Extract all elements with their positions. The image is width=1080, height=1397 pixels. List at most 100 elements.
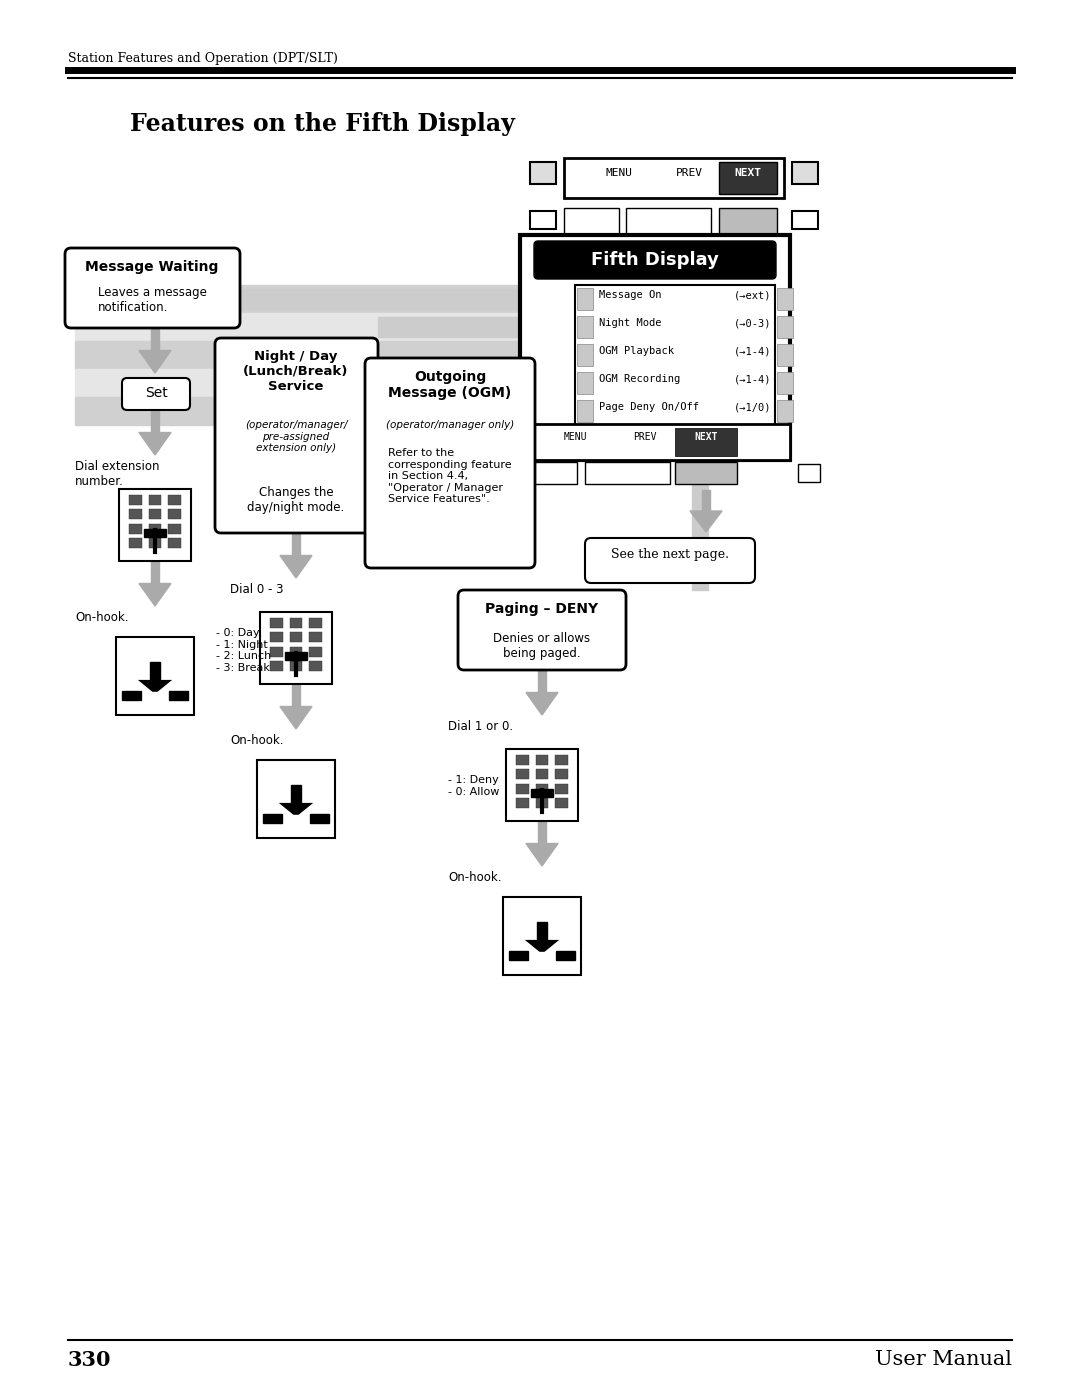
Bar: [149, 524, 162, 534]
Bar: [516, 770, 529, 780]
Bar: [149, 495, 162, 504]
FancyBboxPatch shape: [534, 242, 777, 279]
Bar: [130, 509, 143, 520]
Bar: [555, 798, 568, 807]
Bar: [792, 162, 818, 184]
Bar: [798, 464, 820, 482]
Polygon shape: [525, 940, 559, 954]
Polygon shape: [538, 922, 546, 940]
Polygon shape: [310, 814, 328, 823]
Bar: [289, 617, 302, 627]
Bar: [719, 162, 777, 194]
Text: (→1-4): (→1-4): [733, 346, 771, 356]
Polygon shape: [284, 814, 308, 823]
Text: (→0-3): (→0-3): [733, 319, 771, 328]
Text: Night / Day
(Lunch/Break)
Service: Night / Day (Lunch/Break) Service: [243, 351, 349, 393]
Text: (operator/manager only): (operator/manager only): [386, 420, 514, 430]
Polygon shape: [139, 584, 171, 606]
Bar: [168, 524, 181, 534]
Bar: [270, 647, 283, 657]
Bar: [777, 288, 793, 310]
Bar: [309, 661, 322, 671]
Bar: [507, 749, 578, 821]
Text: (operator/manager/
pre-assigned
extension only): (operator/manager/ pre-assigned extensio…: [245, 420, 348, 453]
Polygon shape: [150, 662, 160, 680]
Bar: [168, 509, 181, 520]
Bar: [577, 316, 593, 338]
Polygon shape: [279, 803, 313, 817]
Polygon shape: [139, 433, 171, 455]
Polygon shape: [139, 351, 171, 373]
FancyBboxPatch shape: [122, 379, 190, 409]
Bar: [516, 754, 529, 764]
Bar: [536, 754, 549, 764]
Polygon shape: [138, 680, 172, 694]
Bar: [519, 235, 789, 460]
Bar: [564, 208, 619, 235]
Text: See the next page.: See the next page.: [611, 548, 729, 562]
Polygon shape: [280, 556, 312, 578]
Bar: [168, 538, 181, 548]
Bar: [536, 798, 549, 807]
Text: 330: 330: [68, 1350, 111, 1370]
Bar: [130, 524, 143, 534]
Text: PREV: PREV: [675, 168, 702, 177]
Polygon shape: [122, 692, 141, 700]
Bar: [675, 427, 737, 455]
Bar: [289, 633, 302, 643]
Polygon shape: [170, 692, 188, 700]
FancyBboxPatch shape: [585, 538, 755, 583]
Polygon shape: [526, 844, 558, 866]
Bar: [260, 612, 332, 685]
Bar: [777, 401, 793, 422]
Bar: [168, 495, 181, 504]
Bar: [577, 373, 593, 394]
Polygon shape: [285, 651, 307, 661]
Polygon shape: [292, 785, 300, 803]
Bar: [116, 637, 194, 715]
Text: Page Deny On/Off: Page Deny On/Off: [599, 402, 699, 412]
Bar: [777, 344, 793, 366]
Text: Fifth Display: Fifth Display: [591, 251, 719, 270]
Polygon shape: [531, 788, 553, 798]
Text: Dial 0 - 3: Dial 0 - 3: [230, 583, 283, 597]
Bar: [536, 784, 549, 793]
Bar: [522, 462, 577, 483]
Text: Features on the Fifth Display: Features on the Fifth Display: [130, 112, 515, 136]
Text: Message Waiting: Message Waiting: [85, 260, 218, 274]
Bar: [777, 316, 793, 338]
Bar: [503, 897, 581, 975]
Polygon shape: [530, 951, 554, 960]
Text: Message On: Message On: [599, 291, 661, 300]
FancyBboxPatch shape: [365, 358, 535, 569]
Bar: [519, 425, 789, 460]
FancyBboxPatch shape: [65, 249, 240, 328]
Bar: [577, 401, 593, 422]
Bar: [626, 208, 711, 235]
Bar: [270, 633, 283, 643]
Bar: [270, 661, 283, 671]
Text: OGM Recording: OGM Recording: [599, 374, 680, 384]
Text: Refer to the
corresponding feature
in Section 4.4,
"Operator / Manager
Service F: Refer to the corresponding feature in Se…: [388, 448, 512, 504]
Polygon shape: [145, 528, 166, 538]
Bar: [555, 754, 568, 764]
Bar: [792, 211, 818, 229]
Bar: [516, 784, 529, 793]
Text: Station Features and Operation (DPT/SLT): Station Features and Operation (DPT/SLT): [68, 52, 338, 66]
Bar: [119, 489, 191, 562]
Polygon shape: [690, 511, 723, 532]
Polygon shape: [732, 258, 764, 284]
Text: Dial extension
number.: Dial extension number.: [75, 460, 160, 488]
Polygon shape: [526, 693, 558, 715]
Bar: [555, 770, 568, 780]
Bar: [777, 373, 793, 394]
Bar: [309, 617, 322, 627]
Text: On-hook.: On-hook.: [448, 870, 501, 884]
Text: - 1: Deny
- 0: Allow: - 1: Deny - 0: Allow: [448, 775, 499, 796]
Bar: [555, 784, 568, 793]
Text: NEXT: NEXT: [694, 432, 718, 441]
Text: Dial 1 or 0.: Dial 1 or 0.: [448, 719, 513, 733]
Text: (→1-4): (→1-4): [733, 374, 771, 384]
FancyBboxPatch shape: [458, 590, 626, 671]
Bar: [130, 538, 143, 548]
